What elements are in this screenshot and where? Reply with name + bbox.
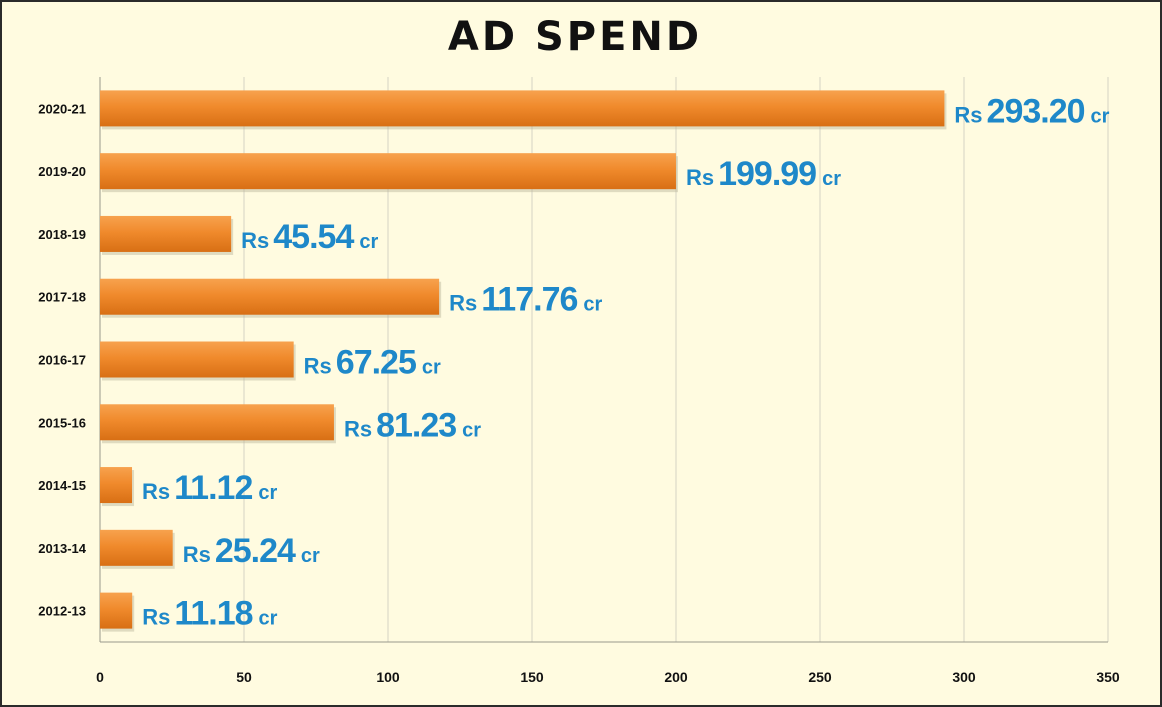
data-label: Rs 199.99 cr xyxy=(686,155,841,193)
data-label-suffix: cr xyxy=(259,608,278,630)
data-label: Rs 67.25 cr xyxy=(304,344,441,382)
data-label-prefix: Rs xyxy=(241,228,269,253)
x-tick-label: 200 xyxy=(664,669,688,685)
x-tick-label: 350 xyxy=(1096,669,1120,685)
data-label-value: 117.76 xyxy=(481,281,577,319)
data-label: Rs 293.20 cr xyxy=(954,92,1109,130)
bar xyxy=(100,278,440,315)
bar xyxy=(100,341,294,378)
x-tick-label: 100 xyxy=(376,669,400,685)
data-label-suffix: cr xyxy=(1091,105,1110,127)
data-label: Rs 11.12 cr xyxy=(142,469,277,507)
data-label-value: 199.99 xyxy=(718,155,816,193)
data-label-suffix: cr xyxy=(822,168,841,190)
data-label: Rs 25.24 cr xyxy=(183,532,320,570)
data-label-suffix: cr xyxy=(359,231,378,253)
data-label-prefix: Rs xyxy=(142,605,170,630)
bar xyxy=(100,215,232,252)
bar xyxy=(100,153,676,190)
y-axis-labels: 2020-21 2019-20 2018-19 2017-18 2016-17 2015-… xyxy=(38,101,86,618)
x-tick-label: 50 xyxy=(236,669,252,685)
data-label-value: 11.18 xyxy=(174,595,252,633)
x-tick-label: 250 xyxy=(808,669,832,685)
y-tick-label: 2015-16 xyxy=(38,415,86,430)
y-tick-label: 2012-13 xyxy=(38,604,86,619)
bar xyxy=(100,467,133,504)
data-label-suffix: cr xyxy=(422,357,441,379)
data-label-suffix: cr xyxy=(258,482,277,504)
data-label-value: 293.20 xyxy=(987,92,1085,130)
x-axis-labels: 0 50 100 150 200 250 300 350 xyxy=(96,669,1120,685)
data-label-suffix: cr xyxy=(462,419,481,441)
data-label-prefix: Rs xyxy=(686,165,714,190)
x-tick-label: 300 xyxy=(952,669,976,685)
y-tick-label: 2016-17 xyxy=(38,353,86,368)
y-tick-label: 2019-20 xyxy=(38,164,86,179)
data-label-prefix: Rs xyxy=(304,354,332,379)
y-tick-label: 2018-19 xyxy=(38,227,86,242)
y-tick-label: 2017-18 xyxy=(38,290,86,305)
x-tick-label: 150 xyxy=(520,669,544,685)
bar xyxy=(100,404,334,441)
data-label: Rs 117.76 cr xyxy=(449,281,602,319)
data-label-suffix: cr xyxy=(583,294,602,316)
bar xyxy=(100,529,173,566)
data-label-prefix: Rs xyxy=(183,542,211,567)
y-tick-label: 2014-15 xyxy=(38,478,86,493)
bars xyxy=(100,90,947,632)
chart-title: AD SPEND xyxy=(448,14,702,60)
data-label-prefix: Rs xyxy=(142,479,170,504)
y-tick-label: 2013-14 xyxy=(38,541,86,556)
data-label-value: 81.23 xyxy=(376,406,456,444)
data-label: Rs 11.18 cr xyxy=(142,595,277,633)
data-label-prefix: Rs xyxy=(344,416,372,441)
x-tick-label: 0 xyxy=(96,669,104,685)
data-label-value: 25.24 xyxy=(215,532,296,570)
bar xyxy=(100,90,945,127)
data-label: Rs 81.23 cr xyxy=(344,406,481,444)
data-label-prefix: Rs xyxy=(954,102,982,127)
data-label-value: 11.12 xyxy=(174,469,252,507)
data-label-prefix: Rs xyxy=(449,291,477,316)
data-label-suffix: cr xyxy=(301,545,320,567)
data-label: Rs 45.54 cr xyxy=(241,218,378,256)
y-tick-label: 2020-21 xyxy=(38,101,86,116)
data-label-value: 67.25 xyxy=(336,344,416,382)
data-label-value: 45.54 xyxy=(273,218,354,256)
bar xyxy=(100,592,133,629)
